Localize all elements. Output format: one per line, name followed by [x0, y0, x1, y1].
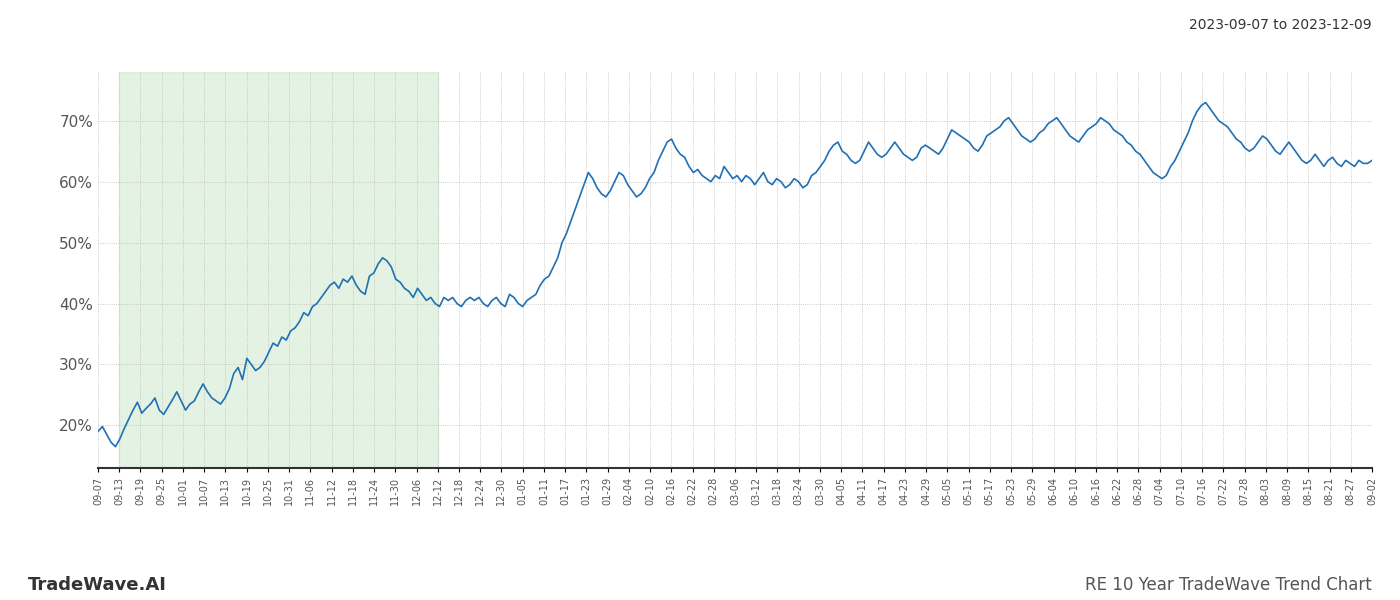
Text: TradeWave.AI: TradeWave.AI: [28, 576, 167, 594]
Text: RE 10 Year TradeWave Trend Chart: RE 10 Year TradeWave Trend Chart: [1085, 576, 1372, 594]
Text: 2023-09-07 to 2023-12-09: 2023-09-07 to 2023-12-09: [1190, 18, 1372, 32]
Bar: [119, 72, 438, 468]
